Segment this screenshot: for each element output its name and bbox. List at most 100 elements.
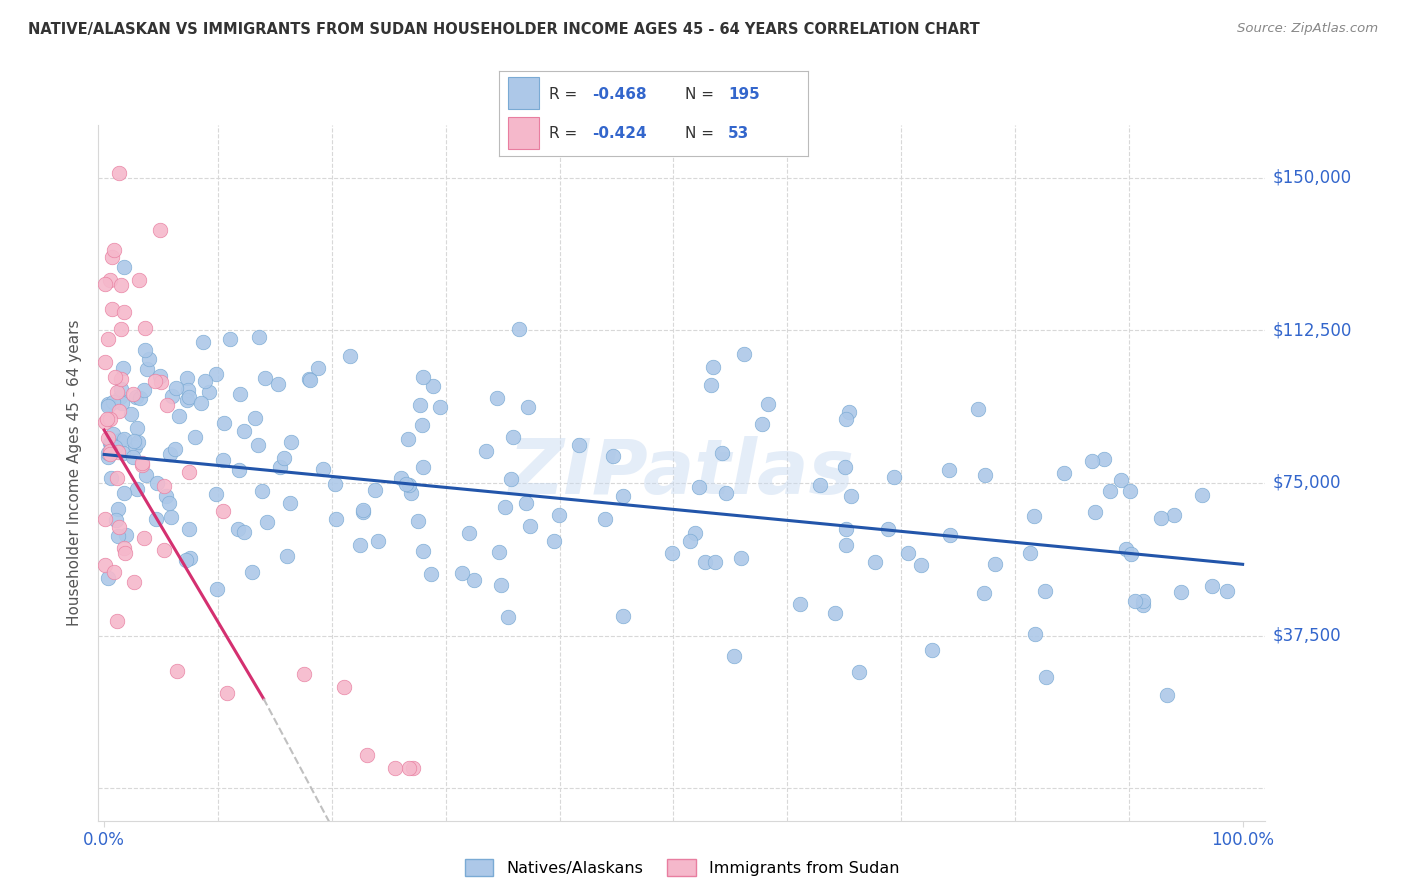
Text: -0.424: -0.424 [592,126,647,141]
Point [835,538,858,552]
Point [177,465,200,479]
Point [280,496,302,510]
Point [298,373,321,387]
Point [938,463,960,477]
Point [1035,669,1057,683]
Point [921,643,943,657]
Point [276,549,298,564]
Point [104,370,127,384]
Point [409,398,432,412]
Point [835,522,858,536]
Point [122,450,145,464]
Point [228,522,250,536]
Point [1156,688,1178,702]
Point [176,392,198,407]
Point [165,381,187,395]
Point [155,489,177,503]
Point [198,385,221,400]
Point [98,444,121,458]
Point [808,478,831,492]
Point [205,367,228,381]
Point [177,390,200,404]
Point [412,460,434,475]
Text: R =: R = [548,87,582,102]
Text: $150,000: $150,000 [1272,169,1351,186]
Point [489,577,512,591]
Text: R =: R = [548,126,582,141]
FancyBboxPatch shape [509,78,540,110]
Point [406,514,429,528]
Point [848,665,870,679]
Text: $112,500: $112,500 [1272,321,1351,339]
Point [834,459,856,474]
Point [1081,454,1104,468]
Point [703,555,725,569]
Point [176,371,198,385]
Point [124,390,146,404]
Point [149,223,172,237]
Point [104,513,127,527]
Point [108,404,131,418]
Point [292,667,315,681]
Point [273,450,295,465]
Text: 195: 195 [728,87,759,102]
Point [167,409,190,423]
Point [233,424,256,438]
Point [112,432,135,446]
Point [160,509,183,524]
Text: N =: N = [685,87,718,102]
Point [94,416,117,430]
Text: 53: 53 [728,126,749,141]
Point [112,305,135,319]
Point [145,374,167,388]
Point [496,610,519,624]
Point [108,166,131,180]
Point [1163,508,1185,523]
Point [110,278,132,293]
Point [364,483,387,497]
Point [111,396,134,410]
Point [127,421,149,435]
Point [349,538,371,552]
Point [1092,452,1115,467]
Point [108,390,131,404]
Point [312,462,335,476]
Point [824,606,846,620]
Point [612,609,634,624]
Point [693,555,716,569]
Point [110,372,132,386]
Point [250,483,273,498]
Point [1121,547,1143,561]
Point [115,527,138,541]
Point [688,480,710,494]
Point [661,546,683,560]
Point [683,526,706,541]
Point [184,430,207,444]
Point [98,445,121,459]
Point [910,558,932,573]
Point [98,273,121,287]
Point [352,503,374,517]
Point [122,434,145,449]
Point [212,453,235,467]
Point [1132,598,1154,612]
Point [100,436,122,450]
Point [94,512,117,526]
Point [135,361,157,376]
Point [96,399,118,413]
Point [110,321,132,335]
Point [412,369,434,384]
Point [107,502,129,516]
Point [280,435,302,450]
Point [124,441,146,455]
Point [458,526,481,541]
Point [1033,584,1056,599]
Point [1216,584,1239,599]
Point [217,686,239,700]
Point [1024,627,1046,641]
Text: $75,000: $75,000 [1272,474,1341,491]
Point [499,472,522,486]
Point [451,566,474,581]
Point [897,546,920,560]
Point [148,369,170,384]
